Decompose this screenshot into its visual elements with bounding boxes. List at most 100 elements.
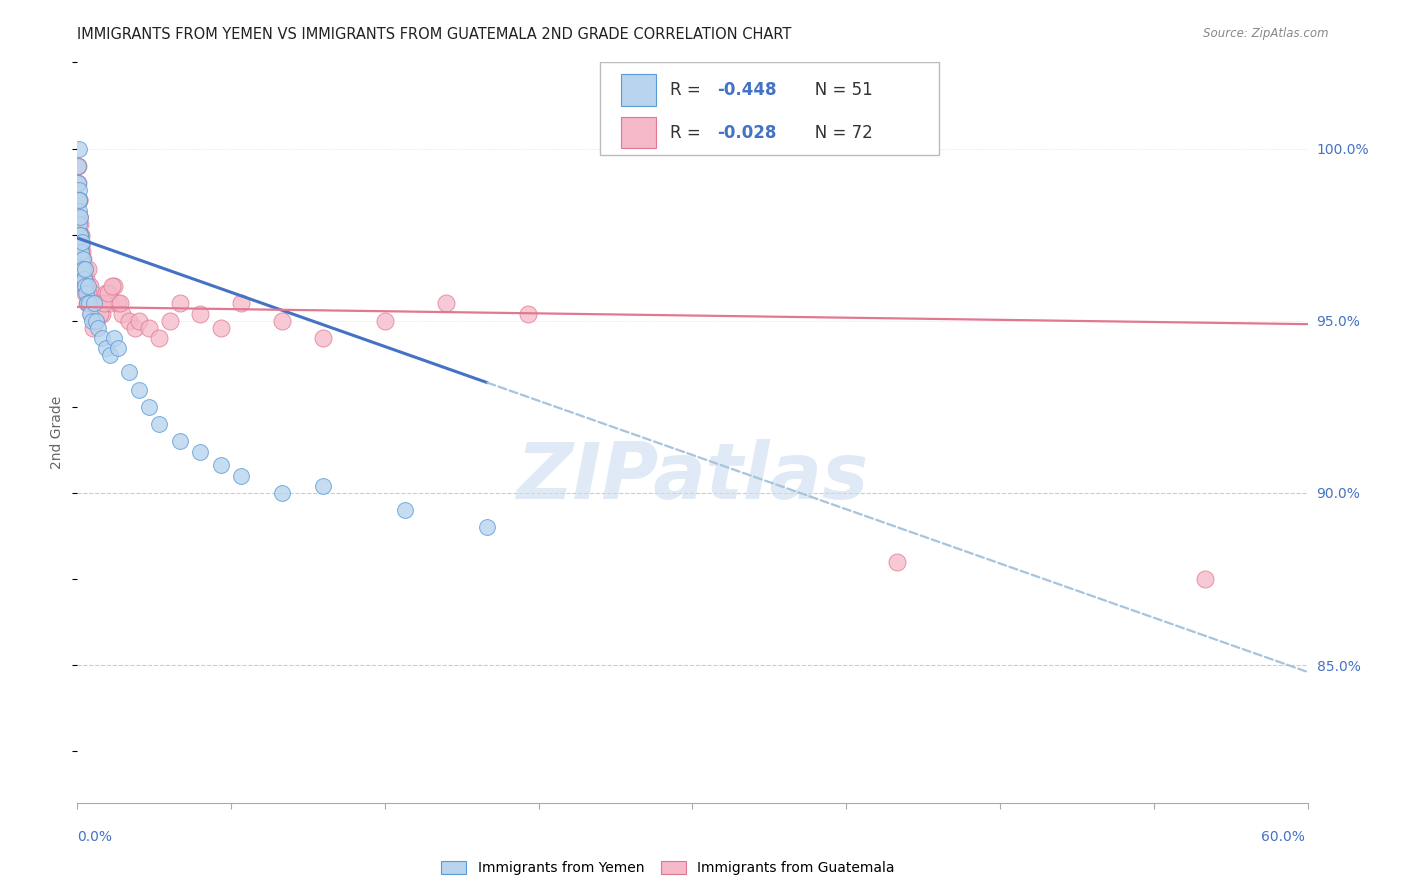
Point bbox=[72, 252, 94, 266]
FancyBboxPatch shape bbox=[621, 74, 655, 105]
Point bbox=[169, 434, 191, 449]
Point bbox=[67, 176, 90, 190]
Point bbox=[77, 296, 100, 310]
Point bbox=[70, 262, 93, 277]
Point bbox=[67, 193, 90, 207]
Point bbox=[83, 296, 105, 310]
Point bbox=[82, 320, 104, 334]
Point bbox=[69, 244, 91, 259]
Point bbox=[101, 279, 124, 293]
Point bbox=[312, 331, 335, 345]
Point bbox=[517, 307, 540, 321]
Point bbox=[70, 244, 93, 259]
Point bbox=[69, 244, 91, 259]
Point bbox=[70, 238, 93, 252]
Point bbox=[72, 262, 94, 277]
Point bbox=[67, 183, 90, 197]
Point bbox=[89, 307, 111, 321]
Point bbox=[98, 348, 121, 362]
Point bbox=[67, 193, 90, 207]
Point bbox=[84, 314, 107, 328]
Point bbox=[70, 244, 93, 259]
Point bbox=[69, 217, 91, 231]
Point bbox=[312, 479, 335, 493]
Point bbox=[94, 286, 117, 301]
Point bbox=[107, 341, 129, 355]
Point bbox=[67, 211, 90, 225]
Point bbox=[128, 314, 150, 328]
Point bbox=[271, 314, 294, 328]
Point bbox=[169, 296, 191, 310]
Point bbox=[97, 286, 120, 301]
Point bbox=[69, 244, 91, 259]
Point bbox=[69, 211, 91, 225]
Point bbox=[128, 383, 150, 397]
Point bbox=[77, 296, 100, 310]
Point bbox=[77, 296, 100, 310]
Legend: Immigrants from Yemen, Immigrants from Guatemala: Immigrants from Yemen, Immigrants from G… bbox=[436, 855, 900, 880]
Point bbox=[84, 314, 107, 328]
Point bbox=[75, 286, 97, 301]
Point bbox=[69, 244, 91, 259]
Point bbox=[73, 279, 96, 293]
Point bbox=[76, 296, 98, 310]
FancyBboxPatch shape bbox=[600, 62, 939, 155]
Text: R =: R = bbox=[671, 81, 706, 99]
Point bbox=[148, 417, 170, 431]
Point bbox=[73, 272, 96, 286]
Point bbox=[70, 262, 93, 277]
Point bbox=[394, 503, 416, 517]
Point bbox=[231, 468, 253, 483]
Point bbox=[67, 193, 90, 207]
Point bbox=[69, 227, 91, 242]
Point bbox=[70, 238, 93, 252]
Point bbox=[98, 296, 121, 310]
Point bbox=[138, 320, 160, 334]
Point bbox=[103, 279, 125, 293]
Point bbox=[67, 176, 90, 190]
Point bbox=[90, 331, 114, 345]
Point bbox=[75, 272, 97, 286]
Point bbox=[79, 279, 101, 293]
Y-axis label: 2nd Grade: 2nd Grade bbox=[51, 396, 65, 469]
Point bbox=[93, 296, 115, 310]
Point bbox=[374, 314, 396, 328]
Point bbox=[77, 286, 100, 301]
Point bbox=[188, 444, 212, 458]
Point bbox=[103, 331, 125, 345]
Point bbox=[87, 320, 110, 334]
Point bbox=[67, 211, 90, 225]
Text: ZIPatlas: ZIPatlas bbox=[516, 439, 869, 515]
Point bbox=[67, 159, 90, 173]
Point bbox=[70, 252, 93, 266]
Point bbox=[117, 314, 139, 328]
Point bbox=[90, 307, 114, 321]
Point bbox=[886, 555, 908, 569]
Point bbox=[72, 262, 94, 277]
Text: -0.448: -0.448 bbox=[717, 81, 776, 99]
Point bbox=[72, 279, 94, 293]
Point bbox=[69, 227, 91, 242]
FancyBboxPatch shape bbox=[621, 117, 655, 148]
Point bbox=[83, 314, 105, 328]
Point bbox=[75, 286, 97, 301]
Text: IMMIGRANTS FROM YEMEN VS IMMIGRANTS FROM GUATEMALA 2ND GRADE CORRELATION CHART: IMMIGRANTS FROM YEMEN VS IMMIGRANTS FROM… bbox=[77, 27, 792, 42]
Point bbox=[79, 307, 101, 321]
Point bbox=[110, 296, 132, 310]
Point bbox=[94, 341, 117, 355]
Point bbox=[477, 520, 499, 534]
Point bbox=[72, 252, 94, 266]
Point bbox=[271, 486, 294, 500]
Point bbox=[138, 400, 160, 414]
Point bbox=[1194, 572, 1216, 586]
Point bbox=[76, 296, 98, 310]
Point bbox=[69, 227, 91, 242]
Point bbox=[188, 307, 212, 321]
Point bbox=[107, 296, 129, 310]
Point bbox=[69, 238, 91, 252]
Text: 0.0%: 0.0% bbox=[77, 830, 112, 844]
Text: N = 72: N = 72 bbox=[800, 124, 873, 142]
Point bbox=[76, 279, 98, 293]
Point bbox=[159, 314, 181, 328]
Point bbox=[73, 262, 96, 277]
